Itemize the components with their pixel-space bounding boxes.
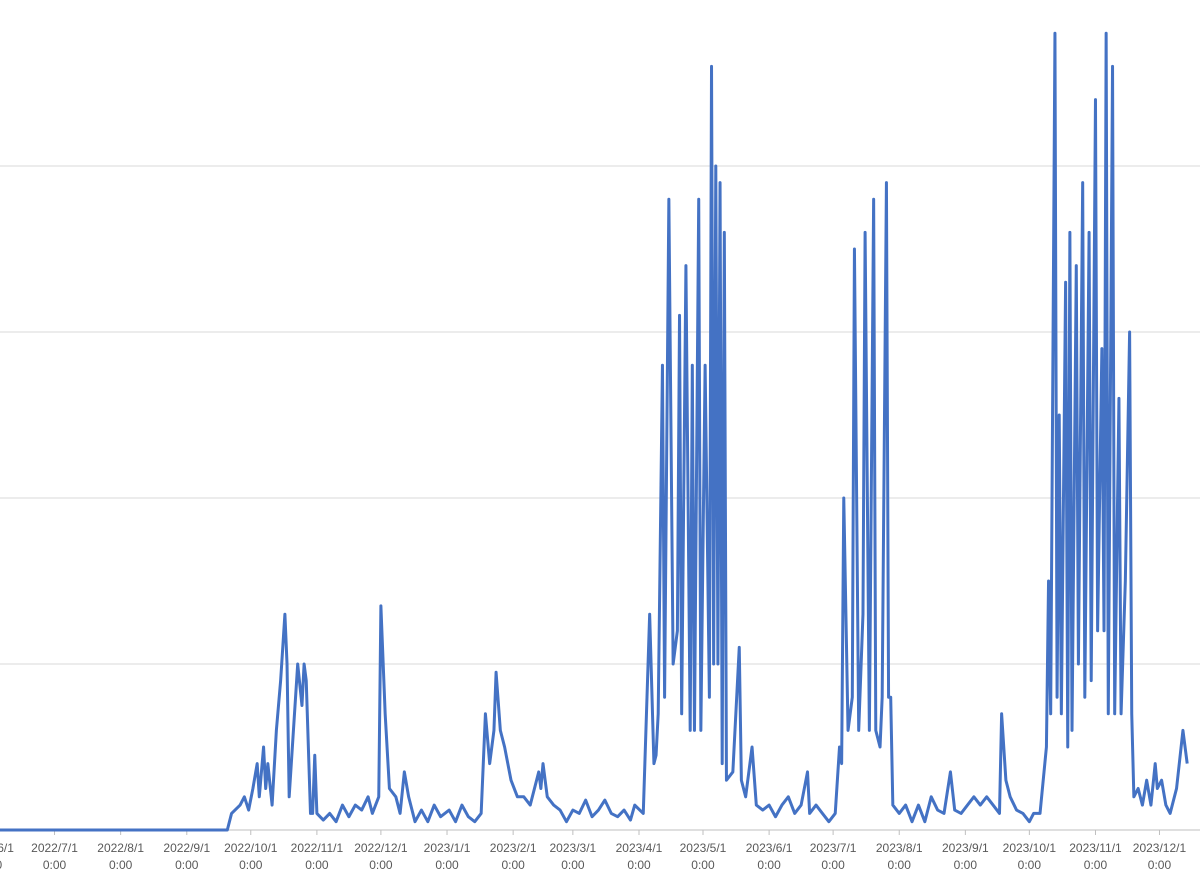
x-tick-label: 2023/4/1 0:00 bbox=[616, 841, 663, 872]
x-tick-label: 2023/9/1 0:00 bbox=[942, 841, 989, 872]
x-tick-label: 2023/6/1 0:00 bbox=[746, 841, 793, 872]
x-tick-label: 2023/1/1 0:00 bbox=[424, 841, 471, 872]
x-tick-label: 2023/2/1 0:00 bbox=[490, 841, 537, 872]
x-tick-label: 2023/3/1 0:00 bbox=[550, 841, 597, 872]
x-tick-label: 2022/10/1 0:00 bbox=[224, 841, 278, 872]
x-tick-label: 2023/10/1 0:00 bbox=[1003, 841, 1057, 872]
x-tick-label: 2022/7/1 0:00 bbox=[31, 841, 78, 872]
x-tick-label: 2023/8/1 0:00 bbox=[876, 841, 923, 872]
data-line bbox=[0, 31, 1189, 832]
x-tick-label: 2023/12/1 0:00 bbox=[1133, 841, 1187, 872]
x-tick-label: 2022/11/1 0:00 bbox=[291, 841, 344, 872]
x-tick-label: 2022/6/10:00 bbox=[0, 841, 14, 872]
x-tick-label: 2022/9/1 0:00 bbox=[163, 841, 210, 872]
x-tick-label: 2023/5/1 0:00 bbox=[680, 841, 727, 872]
x-tick-label: 2022/12/1 0:00 bbox=[354, 841, 408, 872]
x-tick-label: 2023/11/1 0:00 bbox=[1069, 841, 1122, 872]
x-tick-label: 2023/7/1 0:00 bbox=[810, 841, 857, 872]
x-tick-label: 2022/8/1 0:00 bbox=[97, 841, 144, 872]
